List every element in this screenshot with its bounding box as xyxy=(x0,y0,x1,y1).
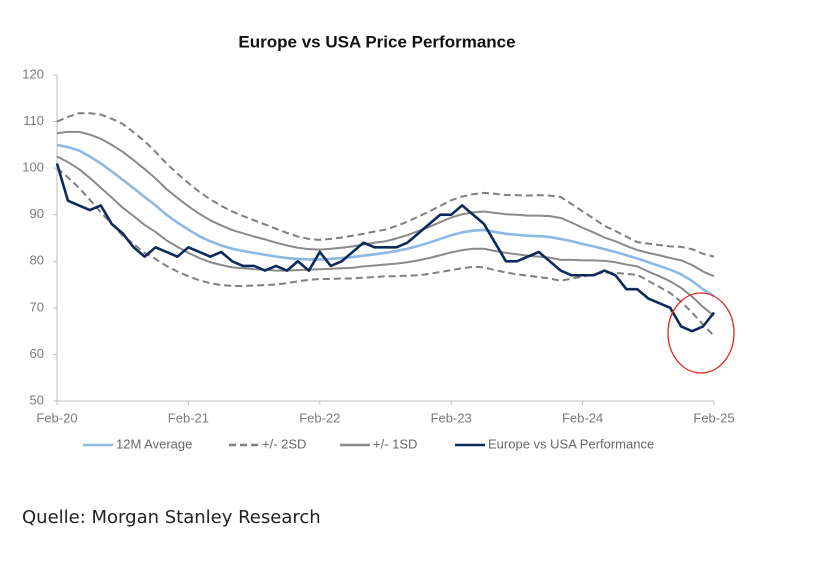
x-tick-label: Feb-22 xyxy=(299,410,340,425)
series-line xyxy=(56,112,715,258)
y-tick-label: 50 xyxy=(30,392,44,407)
plot-area: 50 60 70 80 90 100 110 120 Feb-20 Feb-21 Feb-22 Feb… xyxy=(22,66,734,451)
legend-label: 12M Average xyxy=(116,436,192,451)
y-tick-label: 100 xyxy=(22,160,44,175)
x-tick-label: Feb-20 xyxy=(36,410,77,425)
legend-label: Europe vs USA Performance xyxy=(488,436,654,451)
source-note: Quelle: Morgan Stanley Research xyxy=(22,507,321,528)
x-tick-label: Feb-24 xyxy=(562,410,603,425)
y-tick-label: 60 xyxy=(30,346,44,361)
series-line xyxy=(56,130,715,278)
y-tick-label: 110 xyxy=(23,113,44,128)
x-tick-label: Feb-23 xyxy=(431,410,472,425)
band-lower-line xyxy=(56,155,715,317)
y-tick-label: 70 xyxy=(30,299,44,314)
highlight-circle xyxy=(667,292,735,374)
y-tick-label: 90 xyxy=(30,206,44,221)
legend-label: +/- 1SD xyxy=(373,436,417,451)
band-lower-line xyxy=(56,167,715,337)
x-tick-label: Feb-21 xyxy=(168,410,209,425)
y-tick-label: 80 xyxy=(30,253,44,268)
chart-title: Europe vs USA Price Performance xyxy=(238,32,515,51)
series-line xyxy=(55,163,716,333)
legend-label: +/- 2SD xyxy=(262,436,306,451)
x-tick-label: Feb-25 xyxy=(693,410,734,425)
y-tick-label: 120 xyxy=(22,66,44,81)
series-line xyxy=(56,143,715,298)
